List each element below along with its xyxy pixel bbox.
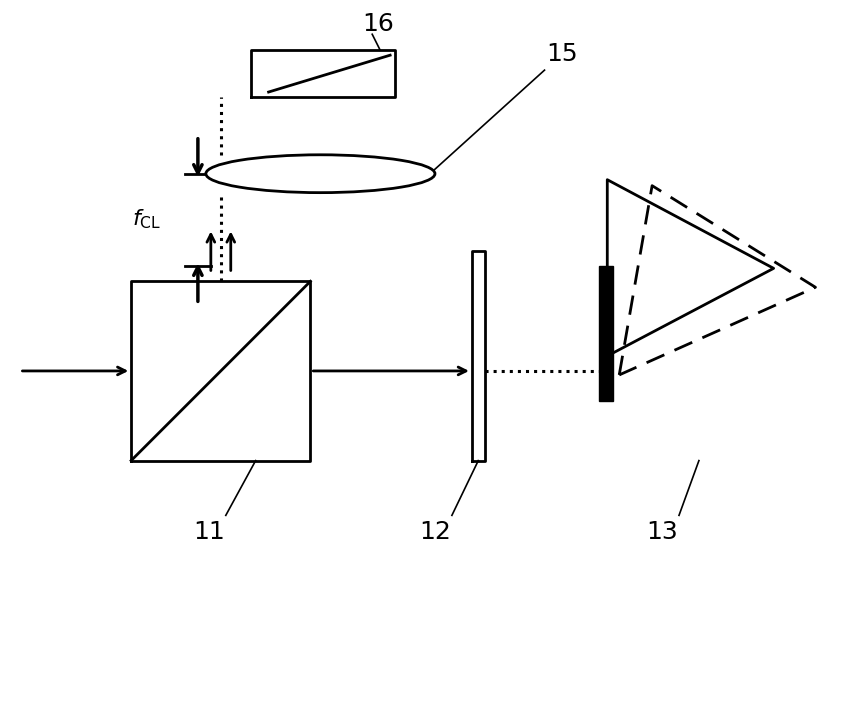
Ellipse shape — [205, 155, 435, 193]
Text: 16: 16 — [363, 12, 394, 36]
Text: 15: 15 — [547, 42, 578, 66]
Text: 13: 13 — [646, 520, 678, 545]
Text: $f_{\mathrm{CL}}$: $f_{\mathrm{CL}}$ — [132, 208, 160, 231]
FancyBboxPatch shape — [599, 267, 613, 401]
Text: 11: 11 — [193, 520, 225, 545]
Text: 12: 12 — [419, 520, 451, 545]
